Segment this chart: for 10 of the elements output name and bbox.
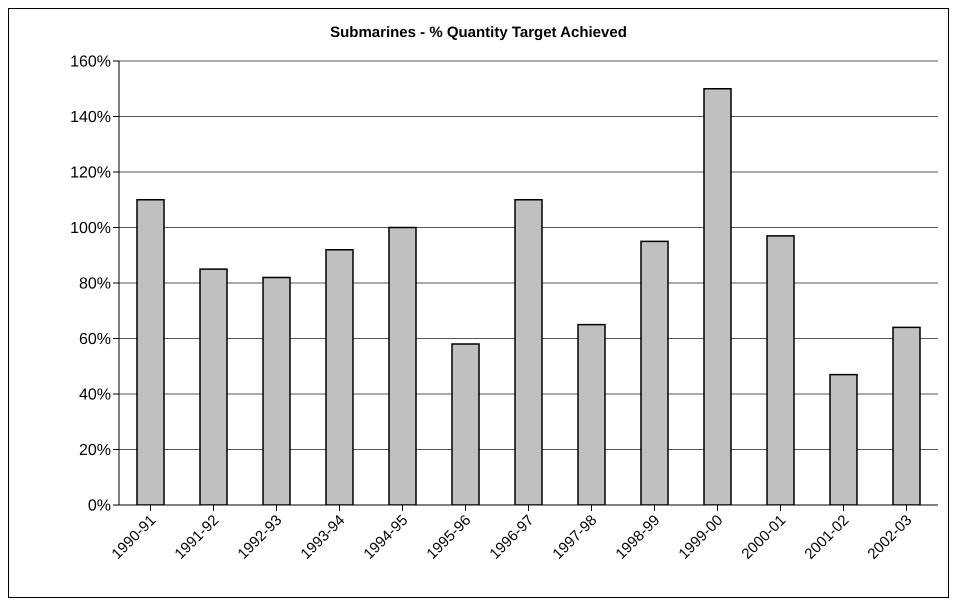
y-tick-label: 80% xyxy=(78,276,111,293)
y-tick-label: 0% xyxy=(88,498,111,515)
chart-title: Submarines - % Quantity Target Achieved xyxy=(329,24,628,41)
y-tick-label: 60% xyxy=(78,331,111,348)
y-tick-label: 160% xyxy=(70,54,111,71)
y-tick-label: 40% xyxy=(78,386,111,404)
y-tick-label: 120% xyxy=(70,164,111,182)
y-tick-label: 20% xyxy=(78,442,111,460)
y-tick-label: 100% xyxy=(70,220,111,238)
y-tick-label: 140% xyxy=(70,109,111,126)
